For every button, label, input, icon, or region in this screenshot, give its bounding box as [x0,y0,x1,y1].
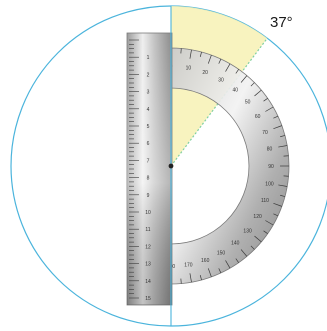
protractor-tick [273,125,282,130]
ruler-number: 10 [145,210,151,216]
protractor-number: 90 [268,164,274,170]
protractor-tick [199,51,202,57]
protractor-tick [235,258,239,263]
ruler-shading [127,33,172,305]
protractor-number: 120 [253,214,262,220]
center-point [168,163,174,169]
protractor-tick [254,89,262,97]
ruler-number: 13 [145,262,151,268]
protractor-number: 150 [217,251,226,257]
protractor-tick [240,249,248,257]
protractor-tick [225,260,231,269]
protractor-number: 50 [245,100,251,106]
protractor-tick [263,98,268,102]
ruler-number: 5 [147,124,150,130]
protractor-tick [189,49,192,59]
protractor-tick [280,135,286,138]
ruler-number: 4 [147,107,150,113]
ruler-number: 2 [147,72,150,78]
protractor-tick [250,82,255,87]
protractor-number: 100 [265,181,274,187]
protractor-number: 110 [261,198,269,204]
protractor-tick [278,145,288,148]
ruler-number: 15 [145,296,151,302]
protractor-tick [250,245,255,250]
protractor-tick [265,106,274,112]
ruler-number: 1 [147,55,150,61]
protractor-number: 160 [201,258,210,264]
ruler-number: 12 [145,244,151,250]
ruler-number: 14 [145,279,151,285]
ruler-number: 7 [147,158,150,164]
angle-label: 37° [270,14,293,31]
protractor-tick [280,194,286,197]
ruler-number: 8 [147,176,150,182]
protractor-tick [273,115,279,119]
protractor-tick [263,230,268,234]
angle-ray [170,37,268,167]
protractor-tick [189,273,192,283]
protractor-tick [199,275,202,281]
protractor-number: 80 [267,147,273,153]
ruler-number: 9 [147,193,150,199]
protractor-tick [240,75,248,83]
protractor-tick [273,202,282,207]
protractor-number: 30 [218,77,224,83]
protractor-number: 140 [231,241,240,247]
protractor-number: 60 [255,114,261,120]
protractor-number: 130 [243,228,252,234]
protractor-tick [207,268,212,277]
protractor-number: 170 [184,262,193,268]
protractor-number: 40 [232,87,238,93]
protractor-tick [265,220,274,226]
ruler-number: 6 [147,141,150,147]
protractor-tick [218,58,222,64]
protractor-tick [254,235,262,243]
protractor-number: 70 [262,130,268,136]
protractor-number: 20 [202,70,208,76]
protractor-number: 10 [186,66,192,72]
protractor-tick [273,213,279,217]
protractor-tick [207,55,212,64]
ruler-number: 3 [147,90,150,96]
protractor-tick [278,184,288,187]
ruler-number: 11 [145,227,150,233]
protractor-tick [218,268,222,274]
protractor-tick [235,69,239,74]
protractor-tick [225,63,231,72]
